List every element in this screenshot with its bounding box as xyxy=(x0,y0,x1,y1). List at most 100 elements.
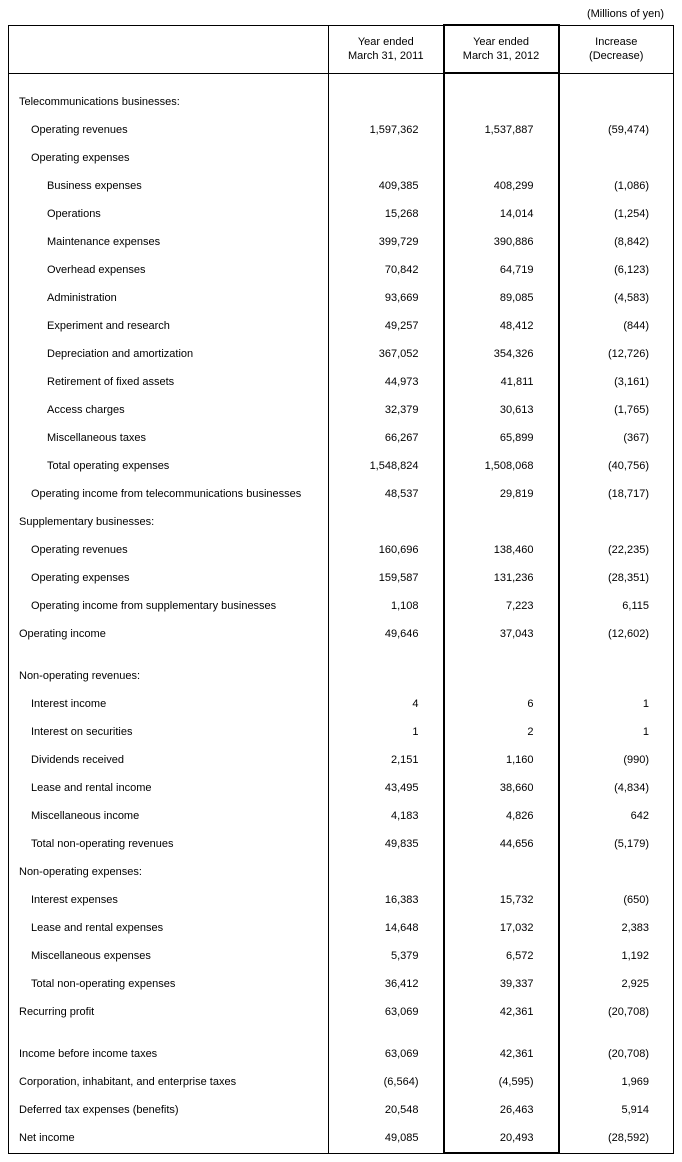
table-row: Operating expenses159,587131,236(28,351) xyxy=(9,564,674,592)
table-row: Operating revenues1,597,3621,537,887(59,… xyxy=(9,116,674,144)
row-label: Operating expenses xyxy=(9,564,329,592)
value-change: 1,969 xyxy=(559,1068,674,1096)
value-2012: 14,014 xyxy=(444,200,559,228)
value-2011: 49,646 xyxy=(329,620,444,648)
table-row: Operating expenses xyxy=(9,144,674,172)
value-2012: 390,886 xyxy=(444,228,559,256)
table-row: Interest income461 xyxy=(9,690,674,718)
value-change xyxy=(559,144,674,172)
value-2011: 1,548,824 xyxy=(329,452,444,480)
row-label: Operating income xyxy=(9,620,329,648)
value-change xyxy=(559,1026,674,1040)
table-row: Operating income from telecommunications… xyxy=(9,480,674,508)
row-label: Total non-operating expenses xyxy=(9,970,329,998)
table-row: Operations15,26814,014(1,254) xyxy=(9,200,674,228)
value-2011: 63,069 xyxy=(329,998,444,1026)
value-2012 xyxy=(444,508,559,536)
value-2012: 65,899 xyxy=(444,424,559,452)
row-label: Miscellaneous taxes xyxy=(9,424,329,452)
value-change xyxy=(559,858,674,886)
table-header-row: Year endedMarch 31, 2011 Year endedMarch… xyxy=(9,25,674,73)
value-2011: 15,268 xyxy=(329,200,444,228)
value-2012: 30,613 xyxy=(444,396,559,424)
value-change: 2,383 xyxy=(559,914,674,942)
table-row: Lease and rental expenses14,64817,0322,3… xyxy=(9,914,674,942)
value-2012: 29,819 xyxy=(444,480,559,508)
value-2011: 160,696 xyxy=(329,536,444,564)
value-2011: 1,597,362 xyxy=(329,116,444,144)
value-change: (650) xyxy=(559,886,674,914)
row-label: Non-operating expenses: xyxy=(9,858,329,886)
value-2011: 43,495 xyxy=(329,774,444,802)
table-row: Depreciation and amortization367,052354,… xyxy=(9,340,674,368)
value-2011: 36,412 xyxy=(329,970,444,998)
value-2011: 4 xyxy=(329,690,444,718)
value-2012: 42,361 xyxy=(444,998,559,1026)
value-2012: 39,337 xyxy=(444,970,559,998)
value-2012: 89,085 xyxy=(444,284,559,312)
value-change: (4,834) xyxy=(559,774,674,802)
value-2011: 20,548 xyxy=(329,1096,444,1124)
row-label: Net income xyxy=(9,1124,329,1153)
table-row xyxy=(9,73,674,88)
row-label: Operating expenses xyxy=(9,144,329,172)
value-change: (1,086) xyxy=(559,172,674,200)
row-label: Deferred tax expenses (benefits) xyxy=(9,1096,329,1124)
value-2012 xyxy=(444,73,559,88)
row-label: Interest on securities xyxy=(9,718,329,746)
value-change: 642 xyxy=(559,802,674,830)
value-2011: 44,973 xyxy=(329,368,444,396)
value-2011: 1 xyxy=(329,718,444,746)
value-2012: 1,508,068 xyxy=(444,452,559,480)
table-row xyxy=(9,1026,674,1040)
value-2012: 26,463 xyxy=(444,1096,559,1124)
row-label: Telecommunications businesses: xyxy=(9,88,329,116)
row-label: Interest income xyxy=(9,690,329,718)
row-label: Operating revenues xyxy=(9,116,329,144)
table-row: Total non-operating expenses36,41239,337… xyxy=(9,970,674,998)
value-change: (20,708) xyxy=(559,1040,674,1068)
value-change: (22,235) xyxy=(559,536,674,564)
value-2011: 1,108 xyxy=(329,592,444,620)
table-row: Dividends received2,1511,160(990) xyxy=(9,746,674,774)
row-label: Lease and rental expenses xyxy=(9,914,329,942)
table-row: Total non-operating revenues49,83544,656… xyxy=(9,830,674,858)
value-2012: 2 xyxy=(444,718,559,746)
table-row: Total operating expenses1,548,8241,508,0… xyxy=(9,452,674,480)
value-change: (3,161) xyxy=(559,368,674,396)
value-2012: 17,032 xyxy=(444,914,559,942)
table-row: Retirement of fixed assets44,97341,811(3… xyxy=(9,368,674,396)
table-row: Administration93,66989,085(4,583) xyxy=(9,284,674,312)
row-label: Miscellaneous expenses xyxy=(9,942,329,970)
table-row: Maintenance expenses399,729390,886(8,842… xyxy=(9,228,674,256)
value-change: (990) xyxy=(559,746,674,774)
table-body: Telecommunications businesses:Operating … xyxy=(9,73,674,1153)
value-change xyxy=(559,73,674,88)
row-label: Total non-operating revenues xyxy=(9,830,329,858)
value-change: (5,179) xyxy=(559,830,674,858)
value-change: (40,756) xyxy=(559,452,674,480)
table-row: Miscellaneous taxes66,26765,899(367) xyxy=(9,424,674,452)
row-label: Overhead expenses xyxy=(9,256,329,284)
table-row: Income before income taxes63,06942,361(2… xyxy=(9,1040,674,1068)
row-label: Operating income from telecommunications… xyxy=(9,480,329,508)
value-change xyxy=(559,662,674,690)
value-2012: 6 xyxy=(444,690,559,718)
table-row: Operating revenues160,696138,460(22,235) xyxy=(9,536,674,564)
value-change: (4,583) xyxy=(559,284,674,312)
financial-table: Year endedMarch 31, 2011 Year endedMarch… xyxy=(8,24,674,1154)
value-2012: 1,537,887 xyxy=(444,116,559,144)
header-description xyxy=(9,25,329,73)
table-row: Experiment and research49,25748,412(844) xyxy=(9,312,674,340)
value-2011: 14,648 xyxy=(329,914,444,942)
value-2011 xyxy=(329,73,444,88)
value-2012: 41,811 xyxy=(444,368,559,396)
row-label: Non-operating revenues: xyxy=(9,662,329,690)
table-row: Interest expenses16,38315,732(650) xyxy=(9,886,674,914)
value-change: (28,592) xyxy=(559,1124,674,1153)
table-row: Business expenses409,385408,299(1,086) xyxy=(9,172,674,200)
value-2011: 16,383 xyxy=(329,886,444,914)
table-row: Non-operating revenues: xyxy=(9,662,674,690)
value-change: (18,717) xyxy=(559,480,674,508)
value-2012: 408,299 xyxy=(444,172,559,200)
